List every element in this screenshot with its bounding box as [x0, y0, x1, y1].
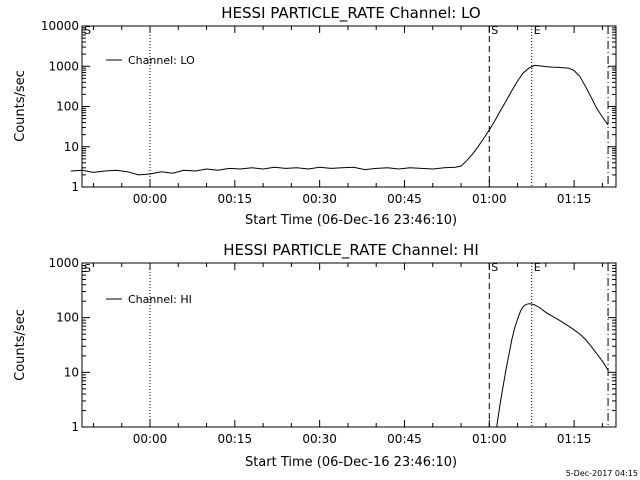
x-axis-ticks: 00:00 00:15 00:30 00:45 01:00 01:15	[92, 26, 603, 206]
x-tick-label: 01:00	[472, 432, 507, 446]
legend-entry: Channel: HI	[128, 293, 192, 306]
x-tick-label: 00:30	[302, 192, 337, 206]
x-tick-label: 00:00	[133, 432, 168, 446]
y-axis-label: Counts/sec	[13, 70, 28, 142]
panel-title: HESSI PARTICLE_RATE Channel: LO	[221, 4, 480, 23]
event-label: E	[534, 261, 541, 274]
data-series	[70, 64, 609, 176]
x-tick-label: 00:30	[302, 432, 337, 446]
x-tick-label: 00:15	[218, 432, 253, 446]
y-tick-label: 1	[71, 420, 79, 434]
x-tick-label: 00:00	[133, 192, 168, 206]
panel-title: HESSI PARTICLE_RATE Channel: HI	[223, 241, 479, 260]
corner-marker: S	[84, 262, 91, 275]
x-axis-label: Start Time (06-Dec-16 23:46:10)	[245, 213, 457, 228]
series-line	[70, 64, 609, 176]
x-tick-label: 01:15	[557, 432, 592, 446]
x-tick-label: 00:15	[218, 192, 253, 206]
y-tick-label: 100	[56, 311, 79, 325]
plot-frame	[81, 25, 617, 188]
y-axis-ticks: 1 10 100 1000	[48, 256, 616, 434]
event-label: S	[491, 261, 498, 274]
plot-frame	[81, 262, 617, 428]
y-tick-label: 10	[64, 365, 79, 379]
legend-entry: Channel: LO	[128, 54, 195, 67]
corner-marker: S	[84, 24, 91, 37]
y-axis-ticks: 1 10 100 1000 10000	[41, 19, 616, 194]
footer-timestamp: 5-Dec-2017 04:15	[566, 469, 638, 478]
y-tick-label: 100	[56, 100, 79, 114]
y-tick-label: 1000	[48, 256, 79, 270]
event-label: S	[491, 24, 498, 37]
y-tick-label: 1	[71, 180, 79, 194]
y-tick-label: 1000	[48, 59, 79, 73]
y-axis-label: Counts/sec	[13, 309, 28, 381]
x-tick-label: 01:15	[557, 192, 592, 206]
x-tick-label: 00:45	[387, 192, 422, 206]
series-line	[496, 303, 609, 428]
data-series	[496, 303, 609, 428]
x-tick-label: 01:00	[472, 192, 507, 206]
event-label: E	[534, 24, 541, 37]
y-tick-label: 10000	[41, 19, 79, 33]
y-tick-label: 10	[64, 140, 79, 154]
x-axis-label: Start Time (06-Dec-16 23:46:10)	[245, 455, 457, 470]
x-axis-ticks: 00:00 00:15 00:30 00:45 01:00 01:15	[92, 263, 603, 446]
x-tick-label: 00:45	[387, 432, 422, 446]
